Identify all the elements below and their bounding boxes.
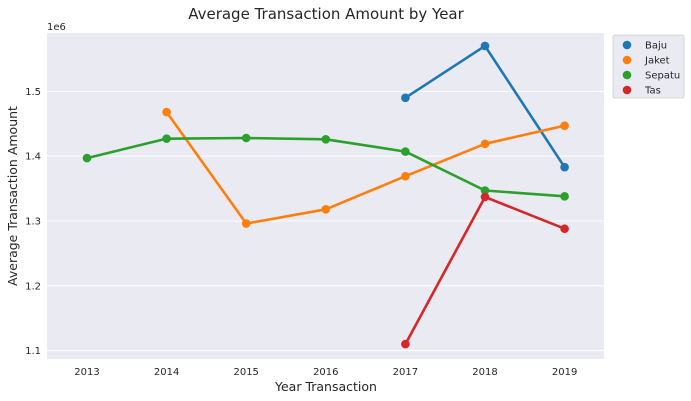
y-axis-label: Average Transaction Amount xyxy=(5,106,20,286)
data-point xyxy=(321,204,331,214)
legend-label: Jaket xyxy=(644,56,670,67)
x-tick-labels: 2013 2014 2015 2016 2017 2018 2019 xyxy=(74,367,577,378)
data-point xyxy=(321,134,331,144)
series-layer xyxy=(82,41,569,349)
legend: Baju Jaket Sepatu Tas xyxy=(612,34,685,99)
data-point xyxy=(401,171,410,181)
x-tick-label: 2016 xyxy=(313,367,338,378)
y-offset-label: 1e6 xyxy=(47,22,66,33)
gridlines xyxy=(47,90,604,352)
legend-items: Baju Jaket Sepatu Tas xyxy=(622,40,680,97)
data-point xyxy=(480,186,490,195)
data-point xyxy=(401,93,410,103)
series-line-jaket xyxy=(165,111,565,225)
plot-background xyxy=(47,33,604,359)
data-point xyxy=(241,219,251,228)
x-tick-label: 2018 xyxy=(472,367,497,378)
y-tick-label: 1.4 xyxy=(25,152,41,163)
legend-marker xyxy=(622,40,632,50)
x-tick-label: 2015 xyxy=(233,367,258,378)
legend-label: Tas xyxy=(644,86,661,97)
legend-box xyxy=(612,34,685,99)
chart-title: Average Transaction Amount by Year xyxy=(188,5,464,23)
x-tick-label: 2013 xyxy=(74,367,99,378)
series-sepatu xyxy=(82,133,569,201)
legend-label: Sepatu xyxy=(645,71,680,82)
series-baju xyxy=(401,41,569,172)
data-point xyxy=(162,134,171,143)
x-tick-label: 2017 xyxy=(393,367,418,378)
legend-marker xyxy=(622,70,632,80)
data-point xyxy=(560,224,569,234)
data-point xyxy=(560,192,569,201)
legend-label: Baju xyxy=(645,41,667,52)
x-tick-label: 2019 xyxy=(552,367,577,378)
x-tick-label: 2014 xyxy=(154,367,179,378)
y-tick-label: 1.1 xyxy=(25,346,41,357)
data-point xyxy=(401,339,410,349)
data-point xyxy=(241,133,251,143)
y-tick-labels: 1.1 1.2 1.3 1.4 1.5 xyxy=(25,87,41,357)
legend-marker xyxy=(622,85,632,95)
data-point xyxy=(82,153,92,163)
data-point xyxy=(560,121,569,130)
data-point xyxy=(480,139,490,149)
data-point xyxy=(560,162,569,172)
y-tick-label: 1.3 xyxy=(25,216,41,227)
y-tick-label: 1.2 xyxy=(25,281,41,292)
x-axis-label: Year Transaction xyxy=(274,379,377,394)
data-point xyxy=(162,107,171,117)
data-point xyxy=(480,192,490,202)
y-tick-label: 1.5 xyxy=(25,87,41,98)
data-point xyxy=(401,147,410,156)
series-jaket xyxy=(162,107,569,228)
legend-marker xyxy=(622,55,632,65)
series-tas xyxy=(401,192,569,349)
data-point xyxy=(480,41,490,51)
